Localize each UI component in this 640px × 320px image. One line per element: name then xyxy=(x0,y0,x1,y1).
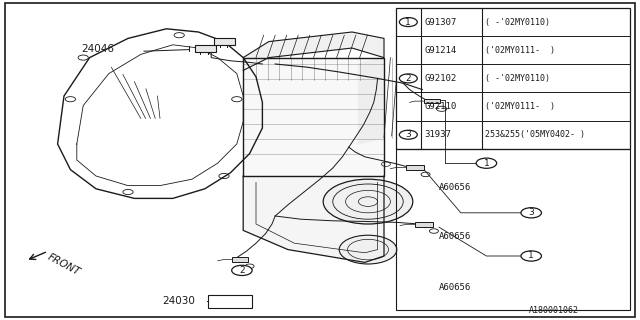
Text: 3: 3 xyxy=(406,130,411,139)
Circle shape xyxy=(339,235,397,264)
Circle shape xyxy=(476,158,497,168)
Text: A60656: A60656 xyxy=(438,232,470,241)
Text: A180001062: A180001062 xyxy=(529,306,579,315)
Bar xyxy=(406,165,424,170)
Bar xyxy=(396,149,630,310)
Bar xyxy=(232,257,248,262)
Text: ('02MY0111-  ): ('02MY0111- ) xyxy=(485,46,555,55)
Text: 1: 1 xyxy=(529,252,534,260)
Circle shape xyxy=(323,179,413,224)
Circle shape xyxy=(399,18,417,27)
Text: 24046: 24046 xyxy=(81,44,114,54)
Circle shape xyxy=(232,265,252,276)
Text: FRONT: FRONT xyxy=(46,252,82,277)
Text: ('02MY0111-  ): ('02MY0111- ) xyxy=(485,102,555,111)
Text: 2: 2 xyxy=(406,74,411,83)
Circle shape xyxy=(399,74,417,83)
Text: A60656: A60656 xyxy=(438,183,470,192)
Polygon shape xyxy=(243,176,384,262)
Polygon shape xyxy=(243,58,384,176)
Text: 31937: 31937 xyxy=(424,130,451,139)
Polygon shape xyxy=(243,32,384,70)
Text: 2: 2 xyxy=(239,266,244,275)
Bar xyxy=(208,295,252,308)
Circle shape xyxy=(521,251,541,261)
Polygon shape xyxy=(358,58,384,144)
Bar xyxy=(415,222,433,227)
Circle shape xyxy=(521,208,541,218)
Text: 1: 1 xyxy=(484,159,489,168)
Text: G92102: G92102 xyxy=(424,74,456,83)
Text: 3: 3 xyxy=(529,208,534,217)
Bar xyxy=(396,8,630,149)
Text: 1: 1 xyxy=(406,18,411,27)
Circle shape xyxy=(399,130,417,139)
Text: ( -'02MY0110): ( -'02MY0110) xyxy=(485,74,550,83)
Bar xyxy=(214,38,235,45)
Text: 253&255('05MY0402- ): 253&255('05MY0402- ) xyxy=(485,130,585,139)
Bar xyxy=(195,45,216,52)
Text: 24030: 24030 xyxy=(163,296,195,307)
Text: ( -'02MY0110): ( -'02MY0110) xyxy=(485,18,550,27)
Bar xyxy=(424,99,440,103)
Text: G92110: G92110 xyxy=(424,102,456,111)
Text: G91214: G91214 xyxy=(424,46,456,55)
Text: A60656: A60656 xyxy=(438,284,470,292)
Text: G91307: G91307 xyxy=(424,18,456,27)
